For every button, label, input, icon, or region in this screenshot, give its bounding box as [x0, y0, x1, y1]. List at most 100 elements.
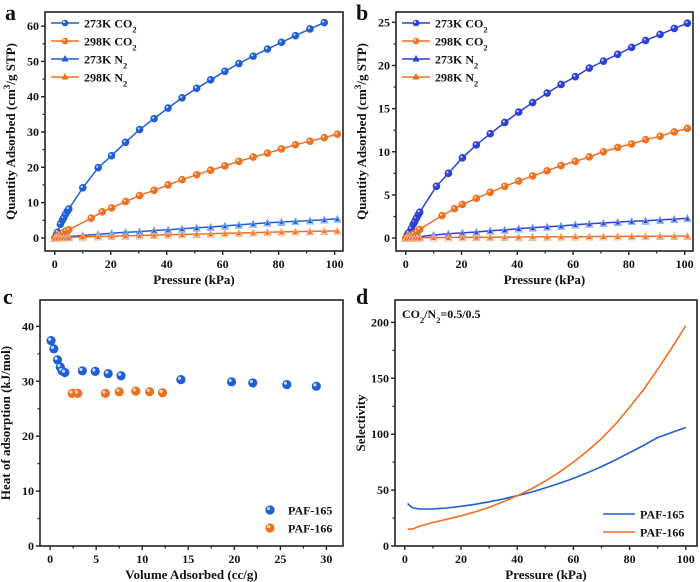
- y-axis-label: Heat of adsorption (kJ/mol): [0, 346, 13, 500]
- data-point-highlight: [179, 177, 183, 180]
- data-point-desorption: [472, 233, 481, 242]
- y-axis-label: Quantity Adsorbed (cm3/g STP): [353, 43, 369, 220]
- data-point-desorption: [641, 232, 650, 241]
- data-point-highlight: [558, 82, 562, 85]
- data-point: [263, 149, 272, 158]
- data-point: [249, 52, 257, 60]
- data-point-highlight: [601, 59, 604, 62]
- data-point: [514, 108, 523, 116]
- data-point-desorption: [571, 233, 580, 241]
- data-point-highlight: [558, 163, 562, 166]
- x-tick-label: 60: [567, 257, 579, 271]
- data-point: [263, 45, 272, 53]
- legend-item: PAF-166: [603, 526, 684, 540]
- data-point: [249, 153, 257, 161]
- data-point-highlight: [89, 216, 92, 219]
- data-point-desorption: [655, 232, 665, 241]
- data-point: [444, 169, 453, 178]
- data-point-desorption: [319, 227, 329, 235]
- data-point-desorption: [613, 218, 622, 226]
- data-point-highlight: [530, 100, 533, 103]
- data-point-highlight: [587, 154, 590, 158]
- data-point-highlight: [502, 184, 505, 187]
- data-point: [282, 379, 292, 390]
- data-point-desorption: [220, 222, 230, 230]
- legend-marker: [412, 19, 420, 27]
- text-span: 298K CO: [84, 35, 132, 49]
- data-point: [641, 135, 650, 144]
- legend-marker: [61, 55, 69, 62]
- data-point-highlight: [615, 145, 618, 148]
- legend-marker: [412, 37, 420, 45]
- data-point-highlight: [109, 153, 112, 156]
- x-tick-label: 0: [402, 552, 408, 566]
- superscript: 3: [353, 84, 363, 89]
- x-tick-label: 60: [567, 552, 579, 566]
- panel-b: b 0 20 40 60 80 100 0 5 10 15 20 25 Pressure (kPa) Qua…: [353, 0, 694, 287]
- legend-marker-highlight: [267, 507, 271, 511]
- legend-marker-highlight: [62, 38, 66, 42]
- data-point-highlight: [573, 74, 576, 77]
- series-line: [407, 325, 687, 531]
- x-tick-label: 0: [403, 257, 409, 271]
- data-point-highlight: [146, 388, 150, 392]
- data-point: [528, 98, 537, 107]
- data-point-desorption: [670, 215, 679, 223]
- data-point-desorption: [319, 215, 329, 224]
- data-point: [415, 225, 424, 234]
- data-point-desorption: [683, 232, 692, 240]
- data-point: [486, 188, 495, 197]
- data-point: [514, 177, 523, 185]
- subscript: 2: [132, 43, 136, 52]
- data-point: [131, 386, 141, 396]
- data-point-highlight: [61, 369, 66, 373]
- legend-marker: [265, 523, 275, 533]
- data-point: [178, 175, 186, 184]
- data-point-desorption: [305, 217, 315, 225]
- legend-marker-highlight: [413, 20, 417, 24]
- data-point: [320, 133, 329, 142]
- data-point: [235, 157, 243, 166]
- data-point-desorption: [248, 229, 258, 237]
- data-point: [500, 182, 509, 191]
- data-point-desorption: [121, 232, 130, 240]
- data-point-highlight: [228, 378, 232, 383]
- data-point: [73, 388, 83, 398]
- data-point: [571, 157, 580, 166]
- data-point: [90, 366, 100, 376]
- data-point: [192, 170, 201, 179]
- data-point: [656, 30, 664, 39]
- data-point-desorption: [291, 217, 300, 226]
- x-tick-label: 60: [217, 257, 229, 271]
- data-point-desorption: [107, 232, 116, 241]
- data-point-highlight: [460, 202, 463, 205]
- data-point-desorption: [333, 227, 342, 235]
- data-point: [226, 377, 237, 387]
- data-point: [164, 181, 172, 189]
- data-point-highlight: [265, 151, 268, 154]
- x-axis-label: Pressure (kPa): [505, 567, 586, 582]
- series-298k-co-: [50, 130, 342, 242]
- data-point-highlight: [685, 126, 688, 129]
- y-tick-label: 0: [33, 231, 39, 245]
- data-point-desorption: [458, 233, 467, 242]
- panel-letter: d: [356, 284, 368, 309]
- data-point: [150, 186, 158, 195]
- x-axis-label: Pressure (kPa): [153, 272, 234, 287]
- data-point-highlight: [105, 370, 109, 374]
- data-point: [107, 204, 116, 212]
- subscript: 2: [123, 61, 127, 70]
- data-point-highlight: [123, 140, 126, 143]
- data-point: [49, 344, 59, 354]
- data-point: [543, 89, 551, 97]
- data-point-highlight: [251, 154, 254, 158]
- x-tick-label: 100: [677, 552, 695, 566]
- data-point: [107, 151, 116, 160]
- data-point: [320, 18, 329, 27]
- legend-label: 273K CO2: [84, 17, 137, 35]
- legend-marker-highlight: [267, 525, 271, 529]
- data-point: [94, 163, 102, 172]
- series-298k-n-: [401, 231, 692, 242]
- data-point-highlight: [50, 345, 55, 350]
- data-point-highlight: [307, 139, 311, 142]
